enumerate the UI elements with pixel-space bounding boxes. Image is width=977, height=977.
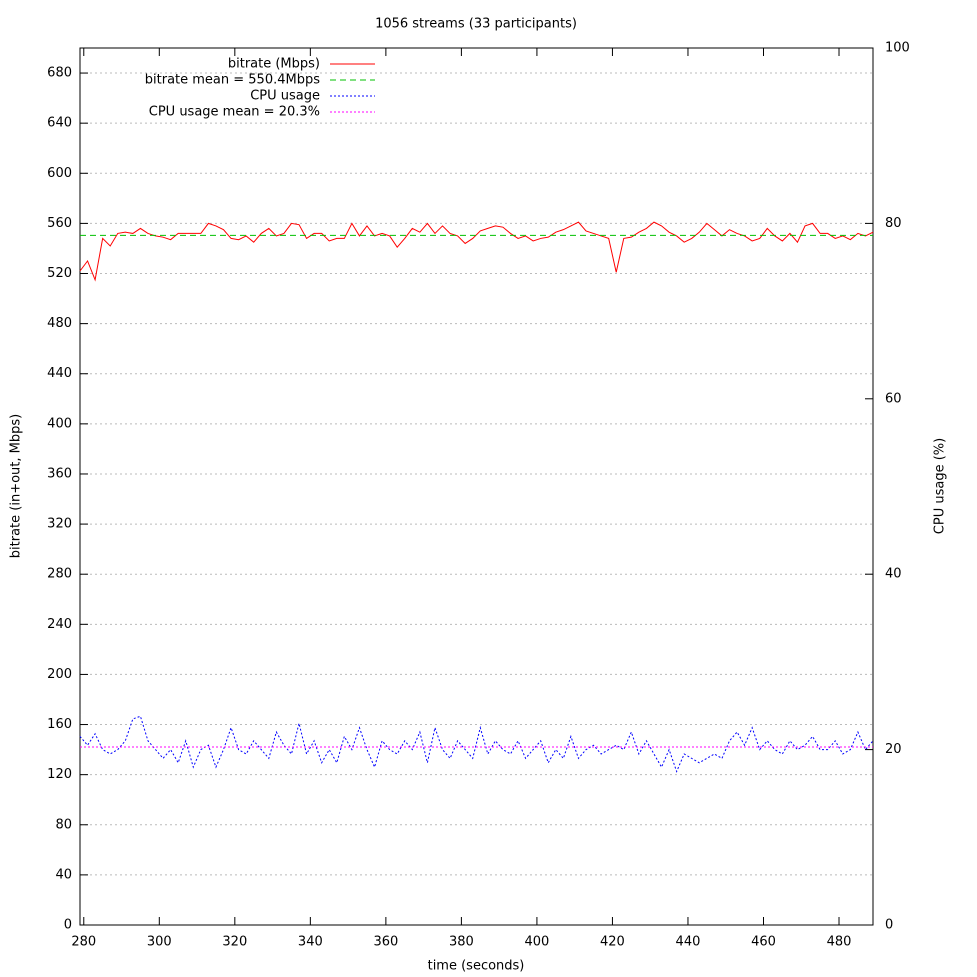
series-line xyxy=(79,221,874,282)
y-tick-label: 600 xyxy=(47,166,72,181)
y2-tick-label: 40 xyxy=(885,567,902,582)
legend-label: CPU usage mean = 20.3% xyxy=(149,105,320,120)
y2-tick-label: 0 xyxy=(885,918,893,933)
x-tick-label: 320 xyxy=(222,935,247,950)
y-axis-label: bitrate (in+out, Mbps) xyxy=(9,414,24,558)
chart-title: 1056 streams (33 participants) xyxy=(375,17,577,32)
x-tick-label: 460 xyxy=(751,935,776,950)
y2-tick-label: 80 xyxy=(885,216,902,231)
y-tick-label: 120 xyxy=(47,767,72,782)
y-tick-label: 520 xyxy=(47,266,72,281)
x-tick-label: 400 xyxy=(525,935,550,950)
x-tick-label: 340 xyxy=(298,935,323,950)
y2-tick-label: 60 xyxy=(885,391,902,406)
y-tick-label: 280 xyxy=(47,567,72,582)
y-tick-label: 0 xyxy=(64,918,72,933)
series-line xyxy=(79,715,874,773)
y-tick-label: 240 xyxy=(47,617,72,632)
y-tick-label: 320 xyxy=(47,517,72,532)
x-tick-label: 440 xyxy=(676,935,701,950)
plot-frame xyxy=(79,47,874,926)
y-tick-label: 160 xyxy=(47,717,72,732)
legend-label: bitrate mean = 550.4Mbps xyxy=(145,73,320,88)
y-tick-label: 440 xyxy=(47,366,72,381)
x-tick-label: 360 xyxy=(373,935,398,950)
y-tick-label: 360 xyxy=(47,466,72,481)
x-tick-label: 420 xyxy=(600,935,625,950)
y-tick-label: 400 xyxy=(47,416,72,431)
legend-label: bitrate (Mbps) xyxy=(228,57,320,72)
y-tick-label: 480 xyxy=(47,316,72,331)
legend-label: CPU usage xyxy=(250,89,320,104)
y2-tick-label: 20 xyxy=(885,742,902,757)
x-tick-label: 380 xyxy=(449,935,474,950)
x-tick-label: 280 xyxy=(71,935,96,950)
y-tick-label: 640 xyxy=(47,116,72,131)
y-tick-label: 680 xyxy=(47,66,72,81)
x-tick-label: 300 xyxy=(147,935,172,950)
y-tick-label: 40 xyxy=(55,867,72,882)
x-axis-label: time (seconds) xyxy=(428,959,525,974)
y2-axis-label: CPU usage (%) xyxy=(933,438,948,534)
y-tick-label: 200 xyxy=(47,667,72,682)
x-tick-label: 480 xyxy=(827,935,852,950)
y2-tick-label: 100 xyxy=(885,41,910,56)
y-tick-label: 560 xyxy=(47,216,72,231)
y-tick-label: 80 xyxy=(55,817,72,832)
